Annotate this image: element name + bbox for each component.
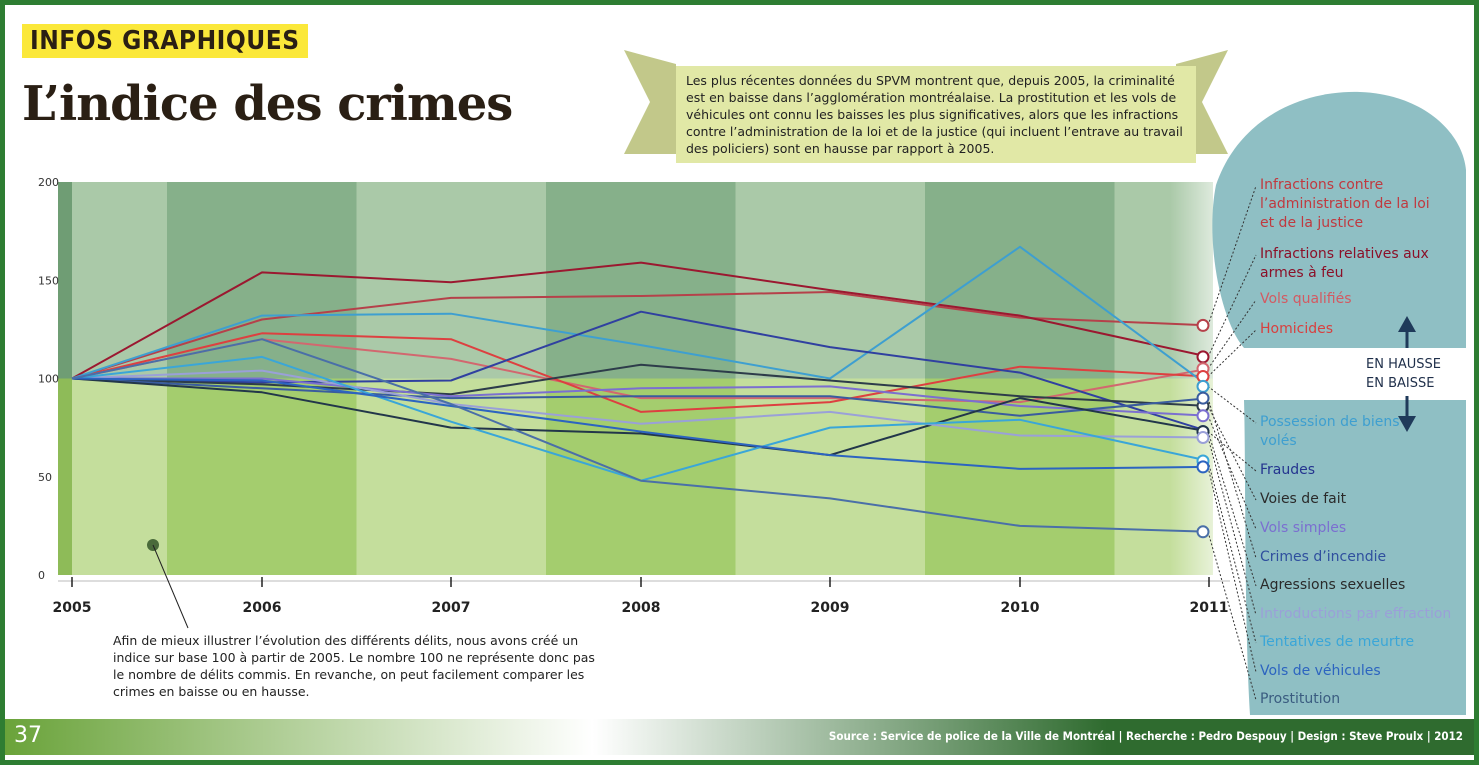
legend-leaders	[1207, 185, 1257, 701]
legend-leader-10	[1207, 437, 1257, 616]
legend-blob-up	[1212, 91, 1466, 348]
legend-label-6: Voies de fait	[1260, 491, 1347, 507]
legend-leader-11	[1207, 460, 1257, 644]
series-line-4	[71, 245, 1210, 388]
legend-label-11: Tentatives de meurtre	[1260, 634, 1415, 650]
legend-leader-1	[1207, 254, 1257, 358]
legend-leader-12	[1207, 466, 1257, 673]
legend-label-4: Possession de biens volés	[1260, 414, 1400, 449]
y-tick-label: 200	[38, 176, 59, 189]
arrow-up-icon	[1398, 316, 1416, 332]
band-up-3	[546, 182, 736, 379]
series-endpoint-1	[1196, 350, 1210, 364]
legend-leader-0	[1207, 185, 1257, 326]
legend-label-2: Vols qualifiés	[1260, 291, 1352, 307]
series-line-12	[71, 377, 1210, 470]
band-up-0	[58, 182, 167, 379]
ribbon-left-tail	[624, 50, 676, 154]
band-down-2	[356, 378, 546, 575]
x-tick-label: 2009	[811, 600, 850, 616]
note-pointer	[147, 539, 189, 629]
band-up-2	[356, 182, 546, 379]
page-number: 37	[14, 723, 42, 748]
legend-leader-7	[1207, 415, 1257, 530]
series-lines	[71, 245, 1210, 533]
band-edge-up	[58, 182, 72, 379]
x-tick-label: 2006	[243, 600, 282, 616]
series-line-0	[71, 291, 1210, 380]
band-edge-down	[58, 378, 72, 575]
page-title: L’indice des crimes	[22, 76, 513, 132]
y-tick-label: 50	[38, 471, 52, 484]
series-line-3	[71, 332, 1210, 413]
legend-label-1: Infractions relatives aux armes à feu	[1260, 246, 1429, 281]
y-tick-label: 0	[38, 569, 45, 582]
x-tick-label: 2007	[432, 600, 471, 616]
x-tick-label: 2010	[1001, 600, 1040, 616]
x-tick-label: 2011	[1190, 600, 1229, 616]
legend-blob	[1212, 91, 1466, 715]
legend-label-3: Homicides	[1260, 321, 1334, 337]
series-endpoint-4	[1196, 379, 1210, 393]
label-en-hausse: EN HAUSSE	[1366, 357, 1441, 372]
series-line-8	[71, 377, 1210, 417]
series-line-6	[71, 363, 1210, 407]
y-tick-label: 150	[38, 274, 59, 287]
series-endpoint-12	[1196, 460, 1210, 474]
legend-label-8: Crimes d’incendie	[1260, 549, 1387, 565]
legend-leader-2	[1207, 299, 1257, 369]
legend-label-0: Infractions contre l’administration de l…	[1260, 177, 1430, 231]
series-line-10	[71, 369, 1210, 439]
series-line-9	[71, 377, 1210, 457]
series-line-1	[71, 261, 1210, 380]
legend-leader-3	[1207, 329, 1257, 377]
band-down-1	[167, 378, 357, 575]
series-endpoint-0	[1196, 318, 1210, 332]
legend-label-5: Fraudes	[1260, 462, 1316, 478]
legend-label-10: Introductions par effraction	[1260, 606, 1452, 622]
legend-leader-6	[1207, 405, 1257, 501]
series-endpoints	[1196, 318, 1210, 539]
band-down-4	[735, 378, 925, 575]
band-down-5	[925, 378, 1115, 575]
x-tick-label: 2008	[622, 600, 661, 616]
section-kicker: INFOS GRAPHIQUES	[22, 24, 308, 58]
legend-label-9: Agressions sexuelles	[1260, 577, 1406, 593]
series-line-7	[72, 377, 1210, 417]
arrow-down-icon	[1398, 416, 1416, 432]
legend-label-13: Prostitution	[1260, 691, 1341, 707]
footer-bar	[5, 719, 1474, 755]
series-endpoint-13	[1196, 525, 1210, 539]
up-down-arrows	[1398, 316, 1416, 432]
legend-leader-9	[1207, 431, 1257, 587]
series-line-5	[71, 310, 1210, 433]
label-en-baisse: EN BAISSE	[1366, 376, 1435, 391]
x-tick-label: 2005	[53, 600, 92, 616]
series-endpoint-8	[1196, 391, 1210, 405]
y-tick-label: 100	[38, 373, 59, 386]
series-endpoint-7	[1196, 409, 1210, 423]
series-line-13	[71, 338, 1210, 533]
series-endpoint-10	[1196, 431, 1210, 444]
legend-label-7: Vols simples	[1260, 520, 1347, 536]
note-leader	[152, 544, 189, 629]
chart-note: Afin de mieux illustrer l’évolution des …	[113, 633, 595, 699]
legend-blob-down	[1244, 400, 1466, 715]
legend-label-12: Vols de véhicules	[1260, 663, 1381, 679]
intro-text: Les plus récentes données du SPVM montre…	[676, 66, 1196, 163]
band-up-5	[925, 182, 1115, 379]
legend-leader-13	[1207, 531, 1257, 701]
chart-axes: 0 50 100 150 200 2005 2006 2007 2008 2009 2010 2011	[38, 176, 1230, 616]
source-credit: Source : Service de police de la Ville d…	[828, 729, 1463, 743]
